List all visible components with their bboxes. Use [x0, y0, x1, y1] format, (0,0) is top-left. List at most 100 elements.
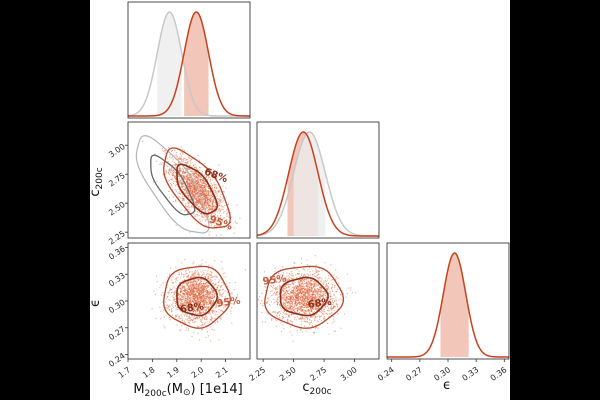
scatter-point [300, 329, 302, 331]
scatter-point [203, 204, 205, 206]
scatter-point [201, 208, 203, 210]
scatter-point [212, 291, 214, 293]
scatter-point [218, 210, 220, 212]
scatter-point [191, 185, 193, 188]
scatter-point [219, 210, 222, 212]
scatter-point [273, 284, 275, 287]
scatter-point [218, 301, 220, 303]
scatter-point [163, 175, 165, 177]
scatter-point [303, 325, 306, 327]
scatter-point [211, 296, 213, 298]
scatter-point [194, 305, 196, 307]
scatter-point [197, 192, 199, 194]
scatter-point [197, 274, 199, 276]
scatter-point [295, 286, 297, 288]
scatter-point [312, 275, 314, 277]
scatter-point [219, 214, 222, 217]
scatter-point [203, 192, 205, 194]
scatter-point [196, 208, 198, 210]
scatter-point [314, 307, 316, 309]
scatter-point [185, 307, 187, 309]
scatter-point [199, 298, 202, 300]
scatter-point [289, 302, 291, 305]
scatter-point [180, 175, 182, 177]
scatter-point [299, 289, 301, 291]
scatter-point [203, 317, 205, 319]
scatter-point [215, 193, 217, 195]
scatter-point [207, 272, 209, 274]
scatter-point [192, 295, 194, 297]
scatter-point [200, 291, 202, 293]
scatter-point [172, 306, 175, 309]
scatter-point [211, 196, 213, 198]
scatter-point [205, 190, 207, 192]
scatter-point [304, 313, 306, 315]
scatter-point [203, 185, 205, 187]
scatter-point [199, 169, 201, 171]
scatter-point [276, 320, 278, 322]
scatter-point [187, 183, 190, 185]
scatter-point [199, 218, 201, 220]
scatter-point [206, 285, 208, 287]
scatter-point [285, 305, 287, 307]
scatter-point [312, 273, 314, 276]
scatter-point [290, 297, 293, 299]
scatter-point [300, 297, 302, 299]
scatter-point [196, 202, 198, 204]
scatter-point [209, 191, 212, 193]
scatter-point [230, 226, 232, 228]
scatter-point [293, 313, 295, 315]
scatter-point [179, 158, 181, 160]
scatter-point [187, 269, 189, 271]
scatter-point [200, 309, 202, 311]
scatter-point [187, 287, 189, 289]
scatter-point [201, 187, 204, 189]
scatter-point [181, 197, 183, 200]
marginal-M200c [128, 11, 250, 117]
scatter-point [189, 292, 192, 294]
scatter-point [208, 277, 210, 279]
scatter-point [280, 310, 282, 312]
scatter-point [199, 296, 201, 298]
scatter-point [197, 181, 199, 183]
scatter-point [278, 290, 280, 292]
scatter-point [313, 297, 315, 299]
scatter-point [187, 286, 190, 288]
scatter-point [299, 289, 301, 291]
scatter-point [197, 299, 199, 301]
scatter-point [189, 160, 191, 162]
scatter-point [194, 193, 196, 195]
scatter-point [207, 283, 209, 285]
scatter-point [198, 185, 200, 187]
scatter-point [332, 302, 334, 304]
scatter-point [278, 300, 281, 302]
scatter-point [173, 300, 175, 303]
scatter-point [305, 290, 307, 292]
scatter-point [201, 205, 203, 207]
scatter-point [192, 171, 194, 173]
scatter-point [205, 311, 207, 313]
scatter-point [177, 196, 179, 198]
scatter-point [338, 282, 340, 284]
scatter-point [199, 213, 202, 215]
scatter-point [288, 308, 290, 310]
scatter-point [177, 168, 179, 170]
scatter-point [202, 286, 204, 288]
scatter-point [330, 304, 332, 306]
scatter-point [195, 303, 197, 305]
scatter-point [182, 280, 184, 282]
scatter-point [195, 294, 197, 296]
scatter-point [196, 199, 198, 201]
scatter-point [187, 329, 189, 331]
scatter-point [220, 202, 222, 204]
scatter-point [207, 205, 209, 207]
scatter-point [200, 181, 202, 183]
scatter-point [173, 297, 175, 299]
scatter-point [205, 325, 207, 327]
scatter-point [183, 314, 185, 316]
scatter-point [201, 181, 203, 183]
scatter-point [287, 298, 289, 300]
scatter-point [213, 214, 215, 216]
scatter-point [208, 311, 210, 313]
scatter-point [199, 191, 201, 193]
